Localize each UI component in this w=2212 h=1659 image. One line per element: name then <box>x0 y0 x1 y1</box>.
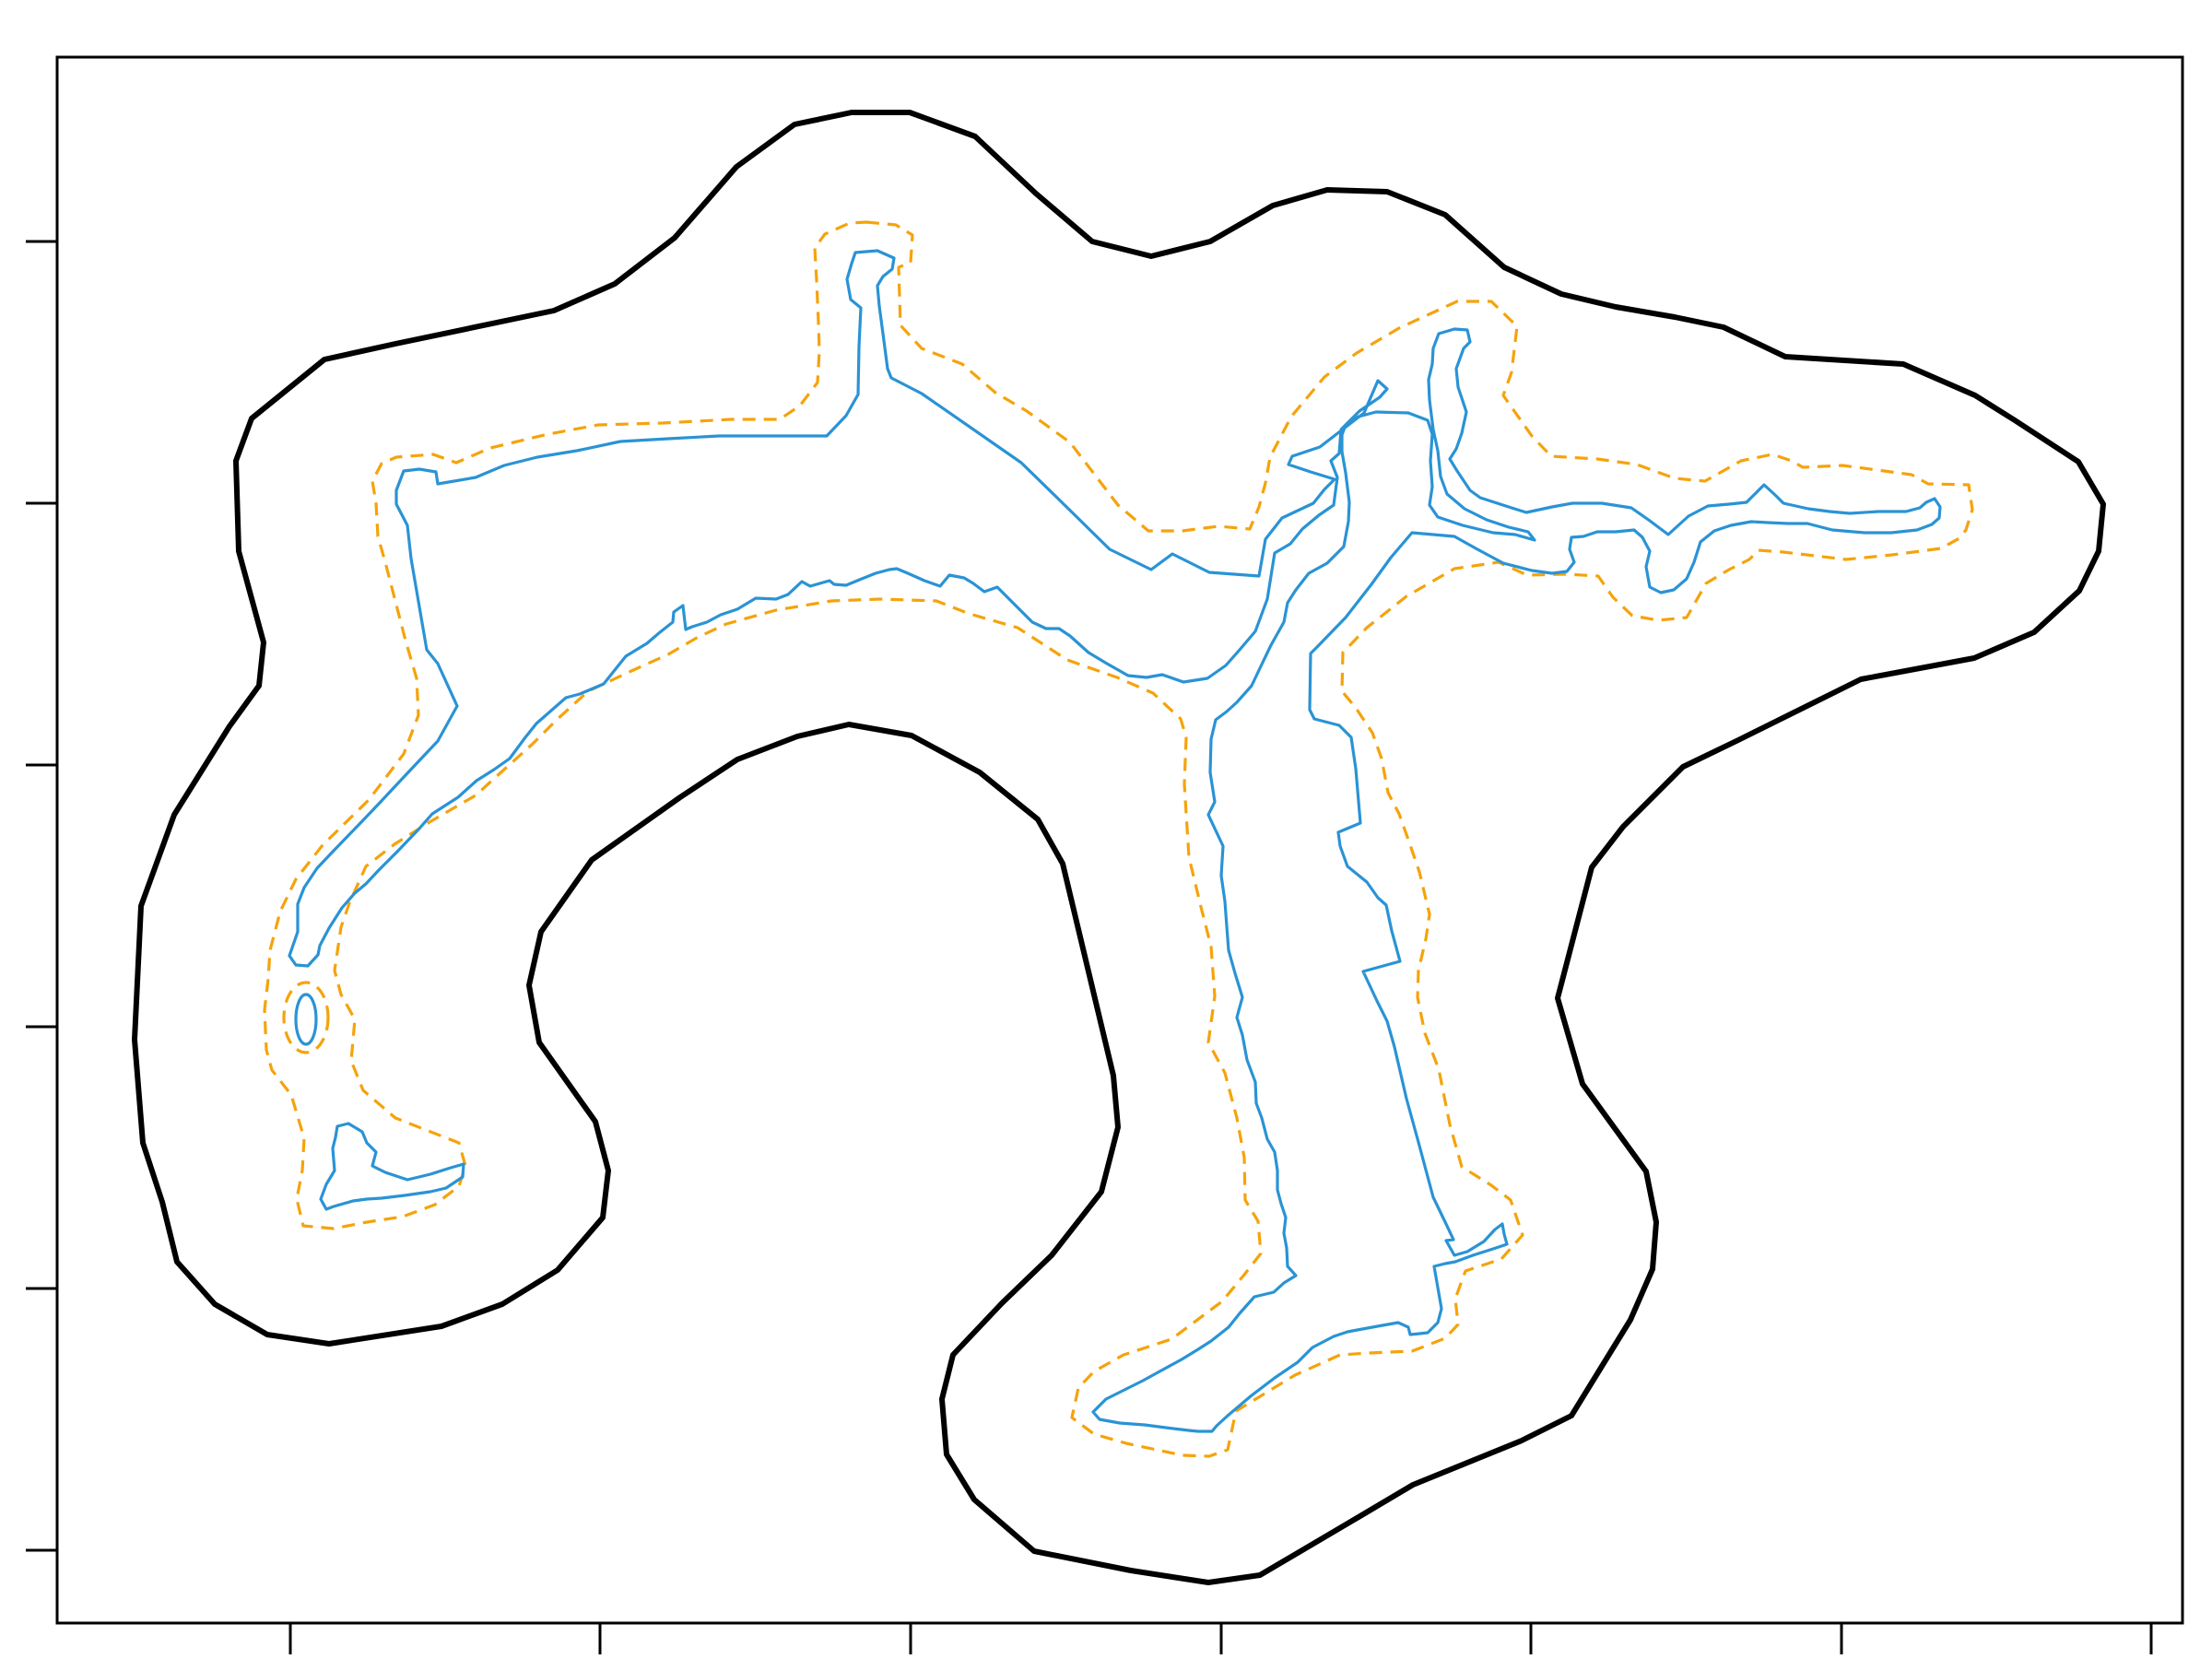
coastline-east <box>1091 327 1942 1433</box>
coastline-islet <box>294 993 318 1046</box>
coastline-spit <box>319 1122 465 1211</box>
outer-boundary <box>132 110 2106 1585</box>
plot-frame <box>55 55 2184 1625</box>
coastline <box>288 249 1389 968</box>
buffer-line-islet <box>282 981 330 1054</box>
buffer-line <box>263 220 1974 1458</box>
x-axis-ticks <box>288 1623 2153 1654</box>
y-axis-ticks <box>26 240 57 1552</box>
